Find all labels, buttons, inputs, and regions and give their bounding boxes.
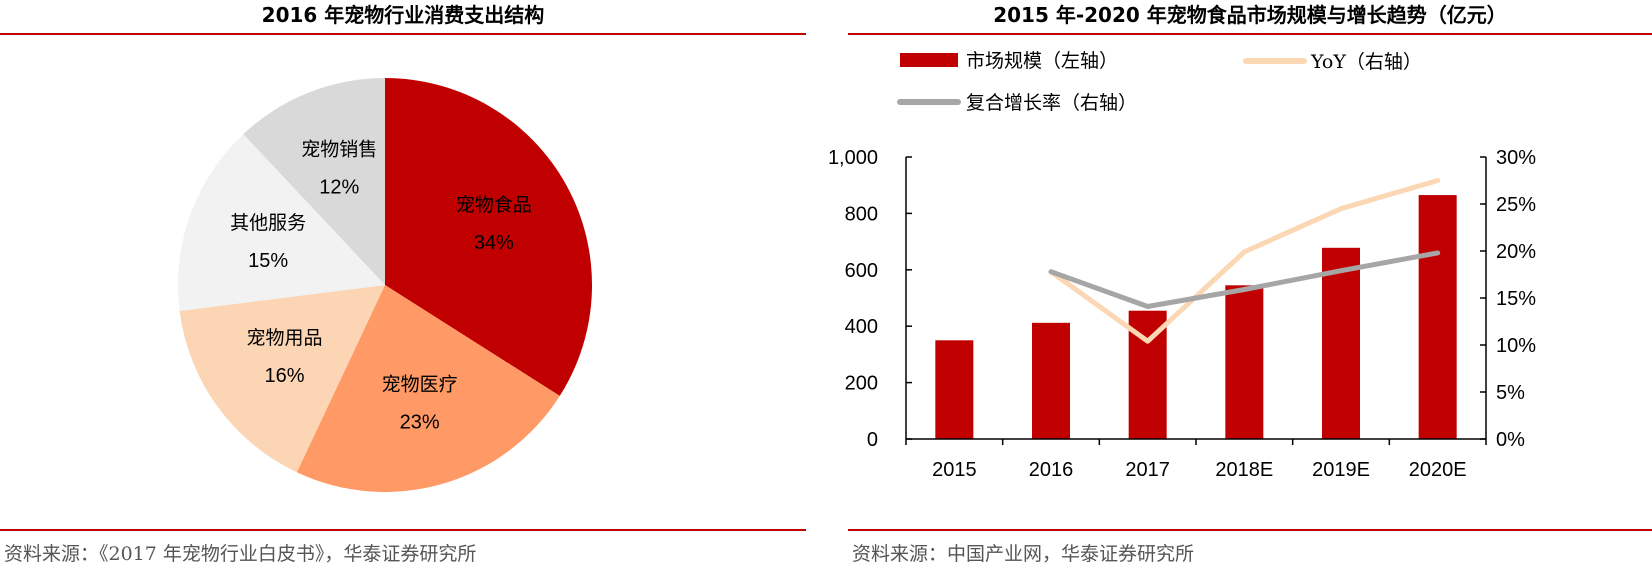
pie-slice-2 [179,285,385,473]
legend-label-market-size: 市场规模（左轴） [966,50,1118,72]
y2-tick-label: 15% [1496,288,1536,310]
y-tick-label: 600 [845,260,878,282]
footer-rule [0,529,806,531]
pie-slice-label: 其他服务 [230,212,306,234]
y-tick-label: 1,000 [828,147,878,169]
pie-slice-label: 宠物食品 [456,194,532,216]
y-tick-label: 800 [845,203,878,225]
pie-slice-0 [385,78,593,396]
pie-chart-title: 2016 年宠物行业消费支出结构 [261,3,545,27]
x-tick-label: 2020E [1409,459,1467,481]
y-tick-label: 400 [845,316,878,338]
pie-slice-1 [296,285,560,493]
pie-slice-label: 宠物用品 [247,327,323,349]
bar-2019E [1322,247,1360,439]
bar-2018E [1225,285,1264,439]
pie-slice-percent: 16% [265,365,305,387]
bar-source-note: 资料来源：中国产业网，华泰证券研究所 [852,543,1195,565]
y-tick-label: 200 [845,373,878,395]
y2-tick-label: 30% [1496,147,1536,169]
pie-slice-3 [177,134,385,311]
legend-swatch-market-size [900,53,958,67]
pie-chart: 宠物食品 34% 宠物医疗 23% 宠物用品 16% 其他服务 15% 宠物销售 12% [177,78,593,493]
x-tick-label: 2015 [932,459,977,481]
pie-slice-label: 宠物医疗 [382,373,458,395]
legend-label-yoy: YoY（右轴） [1310,51,1422,73]
legend-label-cagr: 复合增长率（右轴） [966,92,1137,114]
y2-tick-label: 0% [1496,429,1525,451]
title-rule [0,33,806,35]
pie-slice-percent: 15% [248,250,288,272]
y2-tick-label: 5% [1496,382,1525,404]
y2-tick-label: 10% [1496,335,1536,357]
y-tick-label: 0 [867,429,878,451]
bar-line-chart-panel: 2015 年-2020 年宠物食品市场规模与增长趋势（亿元） 市场规模（左轴） Y… [828,0,1652,571]
y2-tick-label: 20% [1496,241,1536,263]
pie-chart-panel: 2016 年宠物行业消费支出结构 宠物食品 34% 宠物医疗 23% 宠物用品 16% 其他… [0,0,806,571]
bar-2015 [935,340,974,439]
pie-slice-percent: 12% [319,177,359,199]
title-rule [848,33,1652,35]
x-tick-label: 2019E [1312,459,1370,481]
pie-slice-percent: 23% [400,411,440,433]
pie-slice-4 [243,78,385,285]
line-yoy [1048,178,1441,344]
x-tick-label: 2018E [1215,459,1273,481]
bar-2016 [1032,322,1070,439]
pie-slice-percent: 34% [474,232,514,254]
x-tick-label: 2017 [1125,459,1170,481]
footer-rule [848,529,1652,531]
line-cagr [1048,250,1441,309]
y2-tick-label: 25% [1496,194,1536,216]
bar-2020E [1418,195,1457,439]
pie-slice-label: 宠物销售 [301,139,377,161]
pie-source-note: 资料来源：《2017 年宠物行业白皮书》，华泰证券研究所 [4,543,477,565]
bar-chart-title: 2015 年-2020 年宠物食品市场规模与增长趋势（亿元） [993,3,1507,27]
bar-line-chart: 市场规模（左轴） YoY（右轴） 复合增长率（右轴） 0 200 400 600 800 1,0… [828,50,1536,481]
x-tick-label: 2016 [1029,459,1074,481]
